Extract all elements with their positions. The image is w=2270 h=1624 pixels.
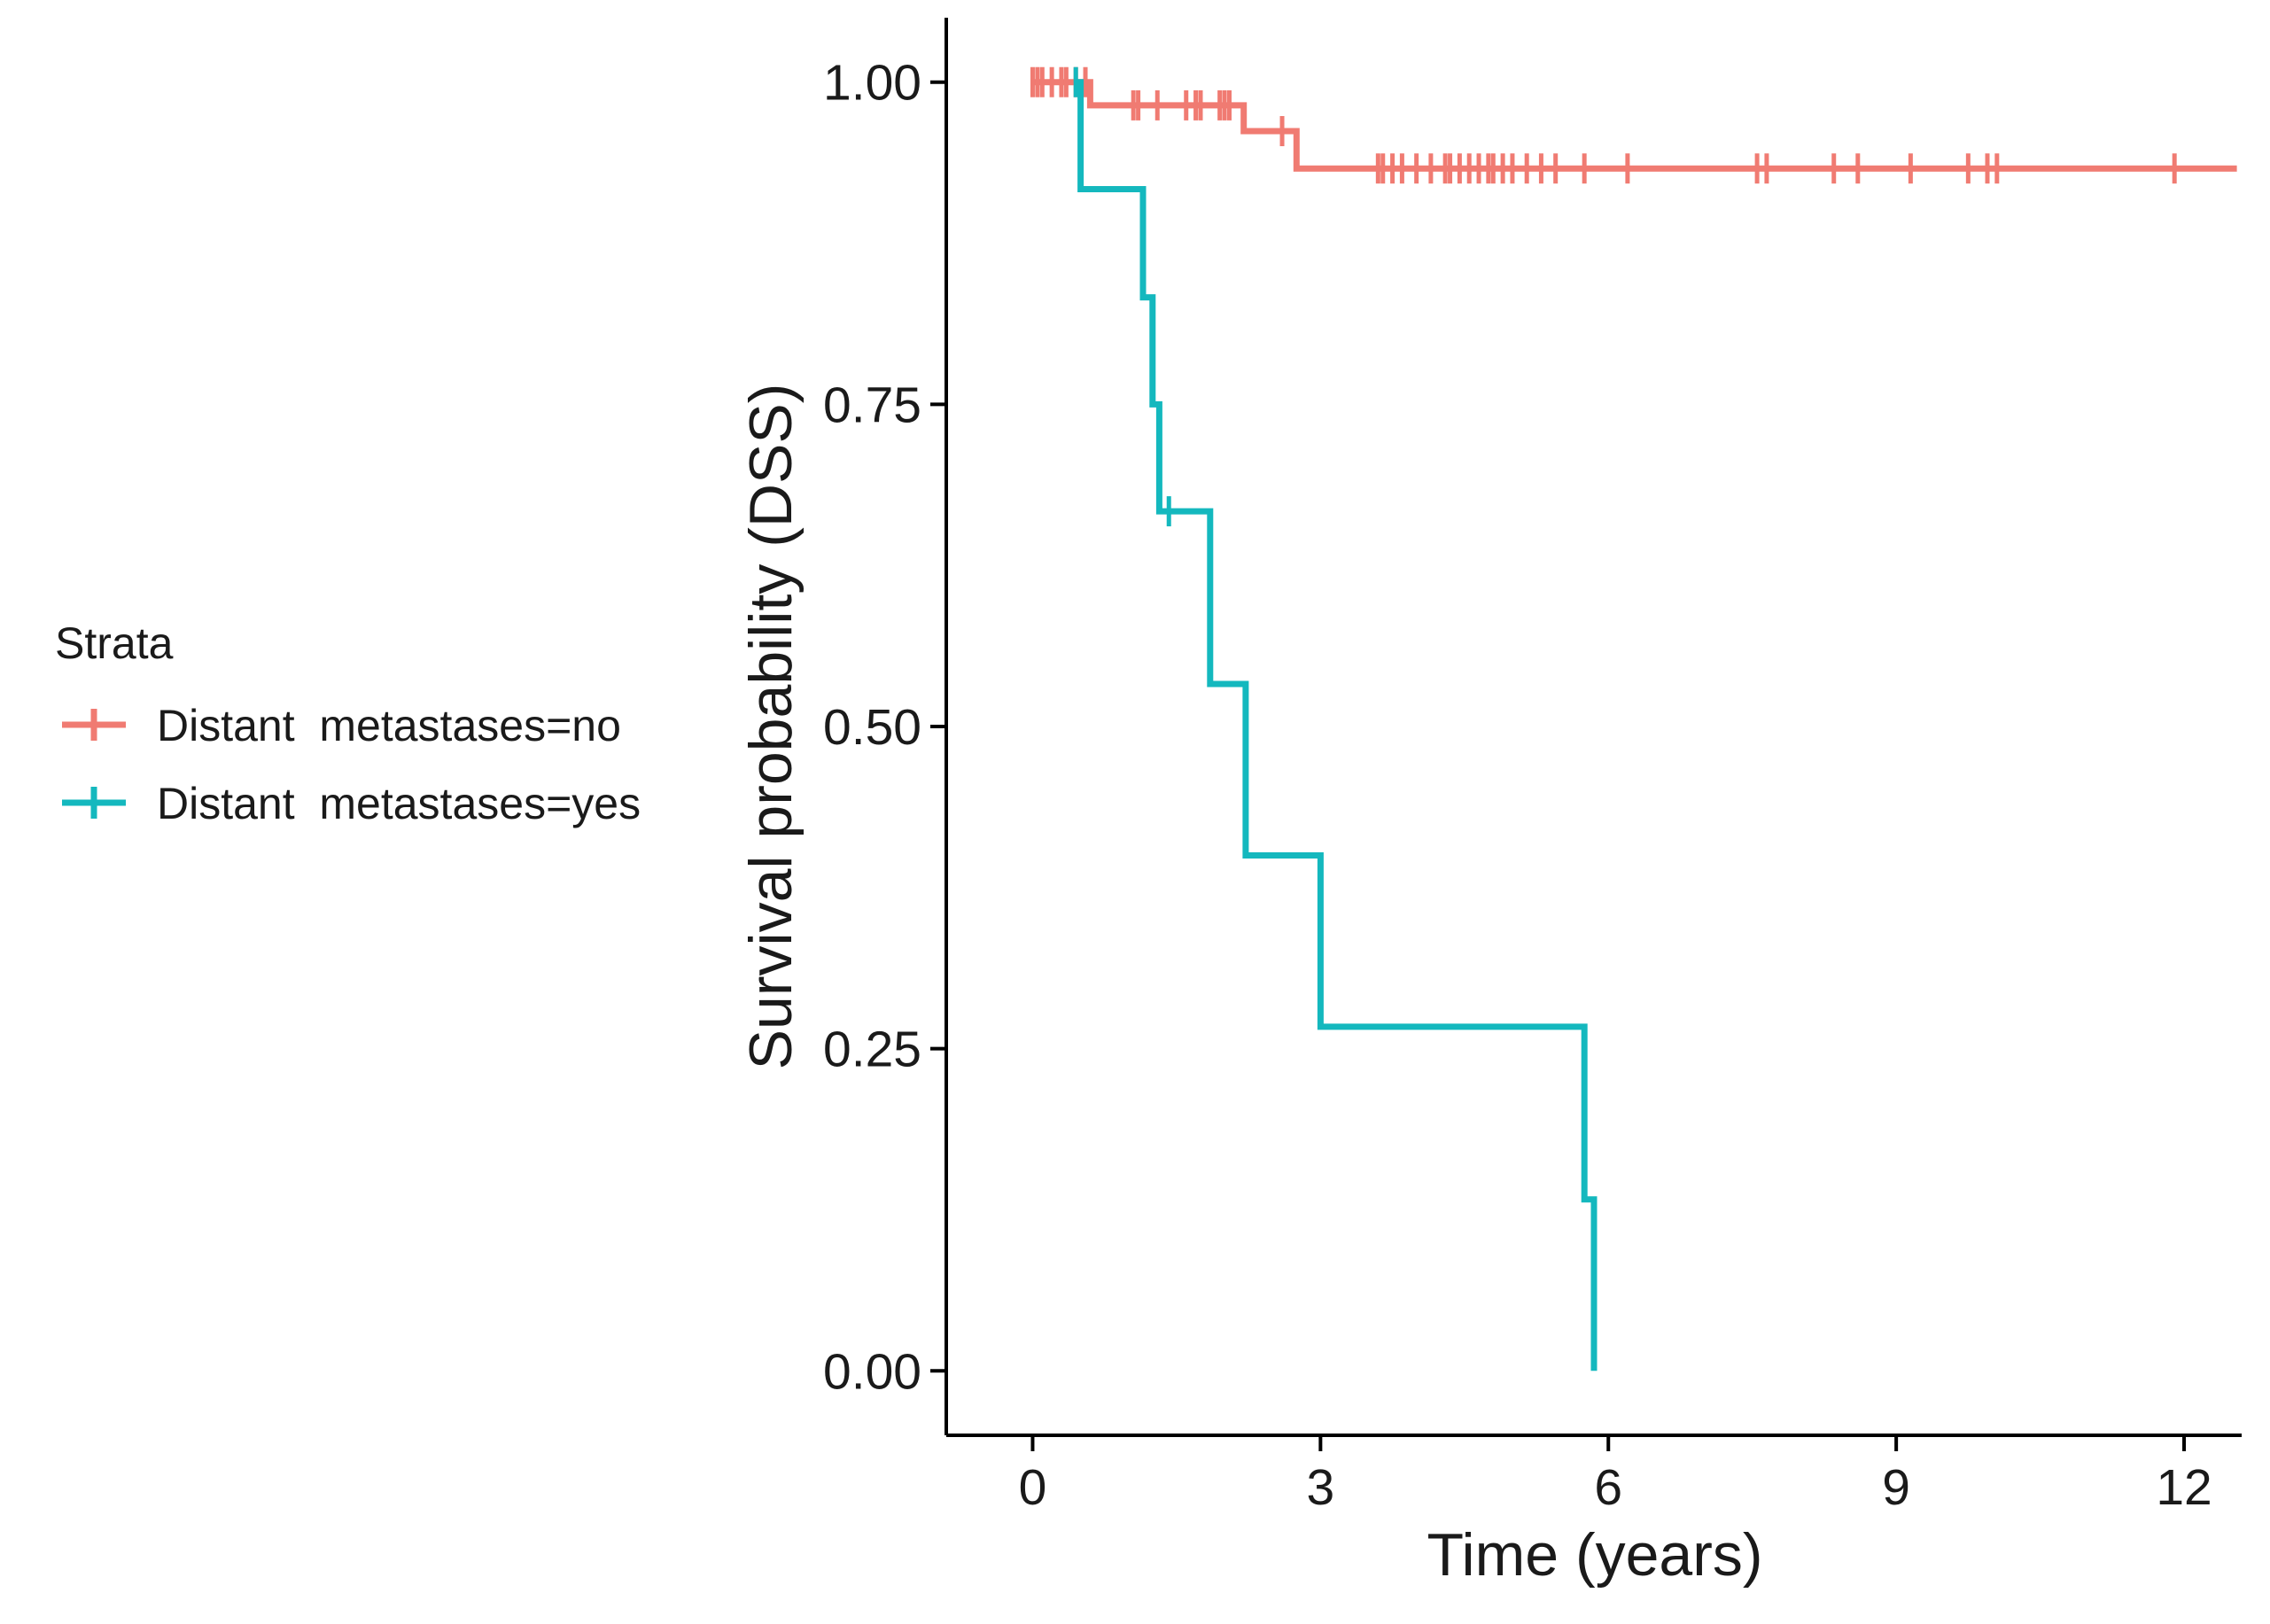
y-tick-label: 0.00	[823, 1343, 921, 1400]
x-tick-label: 3	[1307, 1459, 1335, 1516]
x-ticks: 0 3 6 9 12	[1019, 1435, 2212, 1516]
x-tick-label: 0	[1019, 1459, 1047, 1516]
y-tick-label: 1.00	[823, 55, 921, 112]
x-tick-label: 9	[1882, 1459, 1910, 1516]
y-tick-label: 0.25	[823, 1022, 921, 1078]
x-tick-label: 6	[1594, 1459, 1622, 1516]
y-tick-label: 0.50	[823, 699, 921, 756]
legend-item-no: Distant metastases=no	[62, 701, 621, 750]
legend-item-yes: Distant metastases=yes	[62, 779, 641, 828]
x-tick-label: 12	[2156, 1459, 2212, 1516]
km-curve-no	[1032, 79, 2237, 172]
km-curve-yes	[1076, 79, 1598, 1371]
legend-label-yes: Distant metastases=yes	[157, 779, 641, 828]
legend-title: Strata	[55, 618, 174, 668]
x-axis-title: Time (years)	[1427, 1521, 1762, 1589]
series-layer	[1030, 66, 2237, 1371]
y-ticks: 0.00 0.25 0.50 0.75 1.00	[823, 55, 946, 1400]
legend-label-no: Distant metastases=no	[157, 701, 621, 750]
y-tick-label: 0.75	[823, 377, 921, 433]
legend: Strata Distant metastases=no Distant met…	[55, 618, 641, 828]
y-axis-title: Survival probability (DSS)	[737, 384, 805, 1070]
